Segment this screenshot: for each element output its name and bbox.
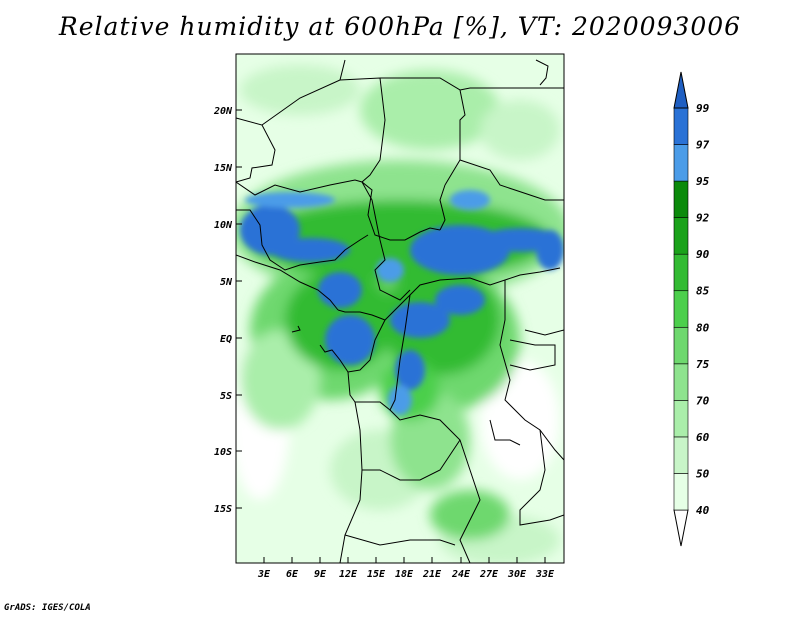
lat-label: 10N <box>214 220 233 231</box>
colorbar-label: 99 <box>696 102 710 115</box>
colorbar-max-triangle <box>673 71 689 109</box>
colorbar-band <box>673 253 689 292</box>
colorbar: 40 50 60 70 75 80 85 90 92 95 97 99 <box>673 71 710 547</box>
lon-label: 9E <box>314 569 327 580</box>
colorbar-label: 60 <box>696 431 710 444</box>
lat-label: 10S <box>214 447 232 458</box>
colorbar-band <box>673 180 689 218</box>
colorbar-label: 95 <box>696 175 710 188</box>
lat-label: 15N <box>214 163 233 174</box>
colorbar-label: 85 <box>696 285 710 298</box>
lon-label: 15E <box>367 569 386 580</box>
lon-label: 12E <box>339 569 358 580</box>
colorbar-label: 92 <box>696 212 710 225</box>
lat-label: 20N <box>213 106 233 117</box>
colorbar-label: 75 <box>696 358 710 371</box>
lat-label: 5S <box>220 391 232 402</box>
lon-label: 18E <box>395 569 414 580</box>
lon-label: 24E <box>451 569 471 580</box>
map-frame <box>235 53 565 564</box>
colorbar-band <box>673 326 689 365</box>
colorbar-label: 97 <box>696 139 710 152</box>
colorbar-band <box>673 400 689 438</box>
lat-label: 5N <box>220 277 233 288</box>
country-borders <box>236 59 564 563</box>
grads-credit: GrADS: IGES/COLA <box>4 603 91 613</box>
lon-label: 21E <box>422 569 442 580</box>
colorbar-band <box>673 217 689 255</box>
latitude-axis: 20N 15N 10N 5N EQ 5S 10S 15S <box>213 106 242 515</box>
lon-label: 3E <box>257 569 271 580</box>
colorbar-band <box>673 290 689 328</box>
colorbar-min-triangle <box>673 509 689 547</box>
map-title: Relative humidity at 600hPa [%], VT: 202… <box>58 12 742 41</box>
colorbar-band <box>673 473 689 511</box>
colorbar-label: 70 <box>696 394 710 407</box>
lon-label: 33E <box>535 569 555 580</box>
lat-label: 15S <box>214 504 232 515</box>
colorbar-label: 40 <box>696 504 710 517</box>
colorbar-band <box>673 107 689 145</box>
lon-label: 30E <box>507 569 527 580</box>
longitude-axis: 3E 6E 9E 12E 15E 18E 21E 24E 27E 30E 33E <box>257 557 555 580</box>
colorbar-band <box>673 144 689 182</box>
lat-label: EQ <box>220 334 232 345</box>
lon-label: 6E <box>286 569 299 580</box>
colorbar-label: 50 <box>696 467 710 480</box>
colorbar-band <box>673 363 689 401</box>
colorbar-band <box>673 436 689 474</box>
lon-label: 27E <box>479 569 499 580</box>
colorbar-label: 80 <box>696 321 710 334</box>
humidity-field <box>236 54 564 563</box>
colorbar-label: 90 <box>696 248 710 261</box>
